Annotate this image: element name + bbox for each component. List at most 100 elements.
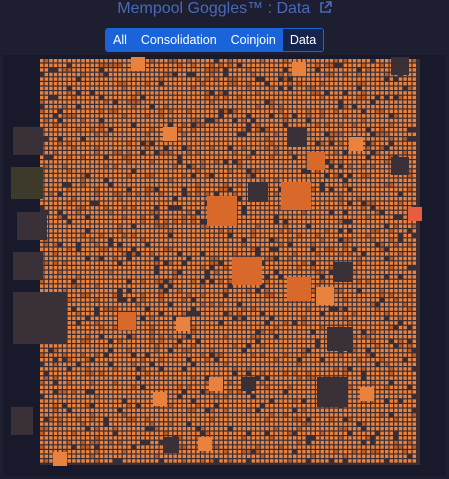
tx-cell[interactable] [408,123,412,127]
tx-cell[interactable] [412,77,416,81]
tx-cell[interactable] [173,298,177,302]
tx-cell[interactable] [182,118,186,123]
tx-cell[interactable] [362,192,366,196]
tx-cell[interactable] [210,59,214,63]
tx-cell[interactable] [58,215,62,219]
tx-cell[interactable] [136,105,140,109]
tx-cell[interactable] [334,293,338,297]
tx-cell[interactable] [205,128,209,132]
tx-cell[interactable] [293,95,297,100]
tx-cell[interactable] [99,307,104,311]
tx-cell[interactable] [86,220,90,224]
tx-cell[interactable] [136,192,140,196]
tx-cell[interactable] [403,284,407,288]
tx-cell[interactable] [136,293,140,297]
tx-cell[interactable] [72,63,76,67]
tx-cell[interactable] [127,137,131,141]
tx-cell[interactable] [334,72,338,77]
tx-cell[interactable] [334,63,338,67]
tx-cell[interactable] [279,261,283,265]
tx-cell[interactable] [403,95,407,100]
tx-cell[interactable] [316,256,320,261]
tx-cell[interactable] [408,59,412,63]
tx-cell[interactable] [210,72,214,77]
tx-cell[interactable] [72,192,76,196]
tx-cell[interactable] [159,330,163,334]
tx-cell[interactable] [201,141,205,146]
tx-cell[interactable] [256,233,260,238]
tx-cell[interactable] [403,289,407,293]
tx-cell[interactable] [136,298,140,302]
tx-cell[interactable] [81,100,85,104]
tx-cell[interactable] [113,77,117,81]
tx-cell[interactable] [196,215,200,219]
tx-cell[interactable] [380,178,384,182]
tx-cell[interactable] [63,63,67,67]
tx-cell[interactable] [260,266,265,270]
tx-cell[interactable] [311,95,315,100]
tx-cell[interactable] [334,59,338,63]
tx-cell[interactable] [95,91,99,95]
tx-cell[interactable] [99,95,104,100]
tx-cell[interactable] [339,118,343,123]
tx-cell[interactable] [302,109,306,113]
tx-cell[interactable] [49,68,53,72]
tx-cell[interactable] [90,160,94,164]
tx-cell[interactable] [219,330,223,334]
tx-cell[interactable] [320,307,324,311]
tx-cell[interactable] [394,183,398,187]
tx-cell[interactable] [237,298,242,302]
tx-cell[interactable] [63,151,67,155]
tx-cell[interactable] [168,224,173,228]
tx-cell[interactable] [408,160,412,164]
tx-cell[interactable] [228,233,232,238]
tx-cell[interactable] [403,77,407,81]
tx-cell[interactable] [86,293,90,297]
tx-cell[interactable] [288,169,292,173]
tx-cell[interactable] [141,261,145,265]
tx-cell[interactable] [219,86,223,90]
tx-cell[interactable] [109,59,113,63]
tx-cell[interactable] [366,289,370,293]
tx-cell[interactable] [187,247,191,251]
tx-cell[interactable] [389,123,393,127]
tx-cell[interactable] [242,243,246,247]
tx-cell[interactable] [53,174,58,178]
tx-cell[interactable] [237,141,242,146]
tx-cell[interactable] [274,68,278,72]
tx-cell[interactable] [155,284,159,288]
tx-cell[interactable] [316,201,320,205]
tx-cell[interactable] [219,123,223,127]
tx-cell[interactable] [283,307,288,311]
tx-cell[interactable] [408,252,412,256]
tx-cell[interactable] [67,82,71,86]
tx-cell[interactable] [343,123,347,127]
tx-cell[interactable] [44,238,48,242]
tx-cell[interactable] [251,137,255,141]
tx-cell[interactable] [122,266,127,270]
tx-cell[interactable] [274,302,278,307]
tx-cell[interactable] [132,114,136,118]
tx-cell[interactable] [306,252,311,256]
tx-cell[interactable] [40,82,44,86]
tx-cell[interactable] [164,77,168,81]
tx-cell[interactable] [316,141,320,146]
tx-cell[interactable] [398,289,403,293]
tx-cell[interactable] [306,233,311,238]
tx-cell[interactable] [279,233,283,238]
tx-cell[interactable] [164,289,168,293]
tx-cell[interactable] [325,100,329,104]
tx-cell[interactable] [403,178,407,182]
tx-cell[interactable] [159,316,163,320]
tx-cell[interactable] [412,321,416,325]
tx-cell[interactable] [113,266,117,270]
tx-cell[interactable] [288,247,292,251]
tx-cell[interactable] [53,178,58,182]
tx-cell[interactable] [191,270,196,274]
tx-cell[interactable] [403,270,407,274]
tx-cell[interactable] [132,252,136,256]
tx-cell[interactable] [191,275,196,279]
tx-cell[interactable] [389,95,393,100]
tx-cell[interactable] [339,114,343,118]
tx-cell[interactable] [155,169,159,173]
